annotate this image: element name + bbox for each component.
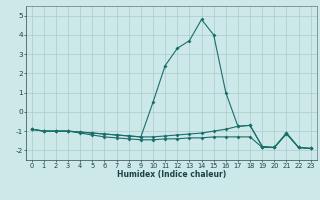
X-axis label: Humidex (Indice chaleur): Humidex (Indice chaleur): [116, 170, 226, 179]
